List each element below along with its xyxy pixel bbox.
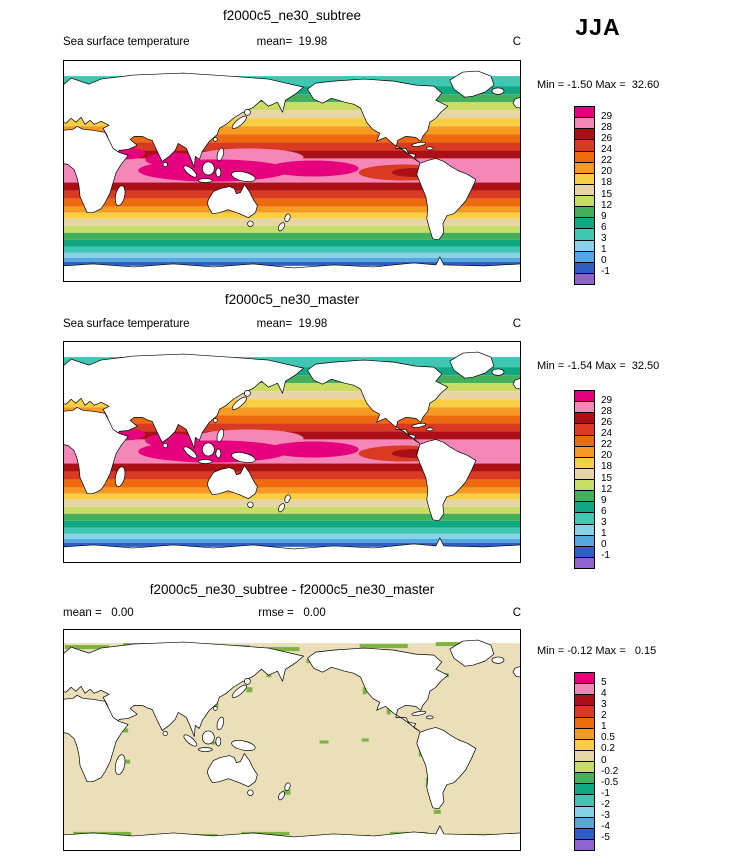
colorbar-tick-label: 0	[601, 754, 607, 766]
colorbar-tick-label: -1	[601, 787, 610, 799]
colorbar-tick-label: -0.2	[601, 765, 619, 777]
colorbar-tick-label: 5	[601, 676, 607, 688]
colorbar-tick-label: 0	[601, 539, 607, 551]
colorbar-tick-label: 1	[601, 528, 607, 540]
colorbar-tick-label: 2	[601, 710, 607, 721]
map-svg-sst-subtree	[63, 60, 521, 282]
colorbar-tick-label: 1	[601, 721, 607, 733]
colorbar-tick-label: 28	[601, 121, 613, 133]
colorbar-tick-label: 24	[601, 144, 613, 155]
colorbar-difference: 5 4 3 2 1 0.5 0.2 0 -0.2 -0.5 -1 -2 -3 -4 -5	[574, 672, 636, 854]
colorbar-tick-label: -5	[601, 832, 610, 844]
units-label: C	[512, 318, 521, 330]
colorbar-tick-label: 0.2	[601, 743, 615, 755]
colorbar-tick-label: -0.5	[601, 776, 619, 788]
colorbar-tick-label: 20	[601, 166, 613, 178]
colorbar-tick-label: -3	[601, 810, 610, 822]
mean-stat: mean= 19.98	[256, 36, 328, 48]
colorbar-tick-label: 1	[601, 244, 607, 256]
units-label: C	[512, 36, 521, 48]
colorbar-tick-label: 4	[601, 687, 607, 699]
colorbar-tick-label: 6	[601, 221, 607, 233]
units-label: C	[512, 607, 521, 619]
colorbar-tick-label: 26	[601, 132, 613, 144]
colorbar-tick-label: 6	[601, 505, 607, 517]
colorbar-swatch	[574, 556, 595, 570]
map-svg-difference	[63, 629, 521, 851]
mean-stat: mean = 0.00	[63, 607, 134, 619]
colorbar-tick-label: -1	[601, 266, 610, 278]
season-label: JJA	[575, 14, 621, 40]
map-difference	[63, 629, 521, 851]
colorbar-tick-label: 20	[601, 450, 613, 462]
colorbar-tick-label: 22	[601, 439, 613, 451]
colorbar-tick-label: 29	[601, 394, 613, 406]
colorbar-tick-label: 18	[601, 461, 613, 473]
minmax-label: Min = -0.12 Max = 0.15	[537, 645, 657, 657]
minmax-label: Min = -1.54 Max = 32.50	[537, 360, 660, 372]
colorbar-tick-label: 12	[601, 483, 613, 495]
colorbar-sst-master: 29 28 26 24 22 20 18 15 12 9 6 3 1 0 -1	[574, 390, 636, 572]
colorbar-tick-label: 12	[601, 199, 613, 211]
colorbar-tick-label: 18	[601, 177, 613, 189]
colorbar-tick-label: 24	[601, 428, 613, 439]
colorbar-swatch	[574, 272, 595, 286]
variable-label: Sea surface temperature	[63, 318, 190, 330]
colorbar-tick-label: 3	[601, 517, 607, 528]
panel-title: f2000c5_ne30_subtree	[222, 8, 362, 23]
colorbar-tick-label: 29	[601, 110, 613, 122]
colorbar-tick-label: 0	[601, 255, 607, 267]
colorbar-tick-label: 0.5	[601, 732, 615, 744]
panel-title: f2000c5_ne30_subtree - f2000c5_ne30_mast…	[149, 582, 435, 597]
colorbar-tick-label: 3	[601, 233, 607, 244]
rmse-stat: rmse = 0.00	[258, 607, 326, 619]
colorbar-sst-subtree: 29 28 26 24 22 20 18 15 12 9 6 3 1 0 -1	[574, 106, 636, 288]
variable-label: Sea surface temperature	[63, 36, 190, 48]
colorbar-tick-label: -1	[601, 550, 610, 562]
map-frame	[63, 629, 521, 851]
colorbar-swatch	[574, 838, 595, 852]
map-frame	[63, 341, 521, 563]
colorbar-tick-label: 26	[601, 416, 613, 428]
colorbar-tick-label: 15	[601, 188, 613, 200]
colorbar-tick-label: 3	[601, 698, 607, 710]
colorbar-tick-label: -4	[601, 821, 610, 833]
colorbar-tick-label: 9	[601, 494, 607, 506]
panel-title: f2000c5_ne30_master	[224, 292, 360, 307]
map-sst-subtree	[63, 60, 521, 282]
colorbar-tick-label: 28	[601, 405, 613, 417]
colorbar-tick-label: 22	[601, 155, 613, 167]
map-sst-master	[63, 341, 521, 563]
colorbar-tick-label: 15	[601, 472, 613, 484]
map-svg-sst-master	[63, 341, 521, 563]
mean-stat: mean= 19.98	[256, 318, 328, 330]
colorbar-tick-label: -2	[601, 799, 610, 810]
map-frame	[63, 60, 521, 282]
colorbar-tick-label: 9	[601, 210, 607, 222]
minmax-label: Min = -1.50 Max = 32.60	[537, 79, 660, 91]
